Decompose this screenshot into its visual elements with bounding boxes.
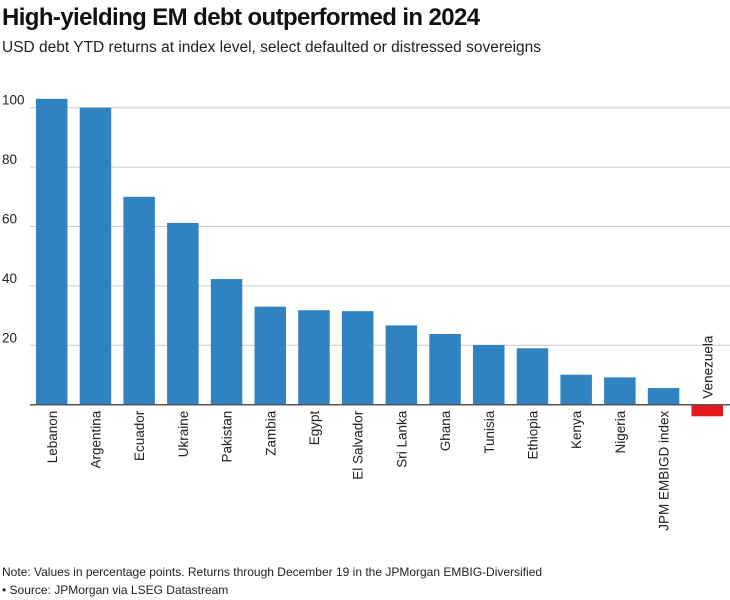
x-tick-label: Sri Lanka (394, 410, 409, 468)
y-tick-label: 40 (2, 271, 17, 286)
x-tick-label: Zambia (263, 410, 278, 456)
bar-kenya (560, 374, 592, 405)
x-tick-label: Ecuador (132, 410, 147, 461)
bar-ethiopia (516, 348, 549, 405)
chart-subtitle: USD debt YTD returns at index level, sel… (2, 39, 542, 56)
y-tick-label: 20 (2, 330, 17, 345)
chart-note: Note: Values in percentage points. Retur… (2, 565, 543, 579)
y-tick-label: 80 (2, 152, 17, 167)
bar-ghana (429, 334, 461, 405)
x-tick-label: Kenya (569, 410, 584, 449)
chart-source: • Source: JPMorgan via LSEG Datastream (2, 583, 229, 597)
bar-ecuador (123, 196, 155, 405)
chart-title: High-yielding EM debt outperformed in 20… (2, 4, 480, 31)
bar-el-salvador (341, 311, 374, 405)
bar-nigeria (604, 377, 636, 405)
x-tick-label: Argentina (88, 410, 103, 468)
x-tick-label: Ethiopia (525, 410, 540, 459)
bar-venezuela (691, 404, 723, 417)
bar-lebanon (36, 98, 68, 405)
bar-tunisia (473, 345, 505, 405)
y-tick-label: 100 (2, 93, 25, 108)
x-tick-label: JPM EMBIGD index (657, 410, 672, 530)
bar-pakistan (210, 279, 243, 405)
x-tick-label: Lebanon (45, 411, 60, 464)
bar-ukraine (167, 222, 199, 405)
bar-egypt (298, 310, 330, 405)
bar-zambia (254, 306, 286, 405)
bar-jpm-embigd-index (647, 388, 680, 405)
bar-chart: 20 40 60 80 100 Lebanon Argentina Ecuador Ukrain… (2, 93, 730, 531)
x-tick-label: Venezuela (700, 335, 715, 399)
x-tick-label: Pakistan (220, 411, 235, 463)
bar-sri-lanka (385, 325, 418, 405)
x-tick-label: Tunisia (482, 410, 497, 454)
x-tick-label: El Salvador (351, 410, 366, 480)
x-tick-label: Ukraine (176, 411, 191, 458)
x-tick-label: Egypt (307, 410, 322, 445)
bar-argentina (79, 107, 112, 405)
x-tick-label: Nigeria (613, 410, 628, 453)
y-tick-label: 60 (2, 212, 17, 227)
x-tick-label: Ghana (438, 410, 453, 451)
